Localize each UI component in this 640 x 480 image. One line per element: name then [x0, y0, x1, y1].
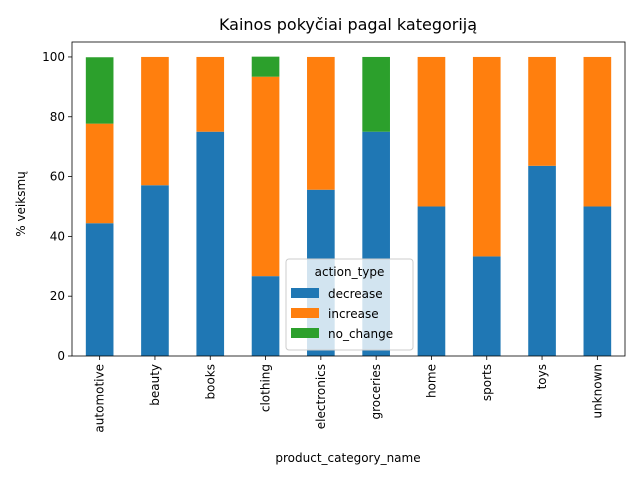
x-tick-label-home: home [424, 364, 438, 398]
bar-decrease-unknown [583, 206, 612, 356]
bar-increase-beauty [141, 56, 169, 186]
bar-increase-sports [472, 56, 501, 257]
y-tick-label-20: 20 [50, 289, 65, 303]
bar-decrease-sports [472, 256, 501, 356]
bar-increase-automotive [85, 123, 114, 224]
legend-label-no_change: no_change [328, 327, 393, 341]
bar-increase-books [196, 56, 225, 132]
bar-decrease-toys [528, 165, 556, 356]
legend-label-decrease: decrease [328, 287, 383, 301]
x-tick-label-unknown: unknown [590, 364, 604, 419]
x-tick-label-beauty: beauty [148, 364, 162, 406]
bar-decrease-clothing [251, 276, 280, 356]
x-tick-label-electronics: electronics [314, 364, 328, 429]
bar-decrease-beauty [141, 185, 169, 356]
bar-increase-clothing [251, 76, 280, 277]
x-tick-label-automotive: automotive [93, 364, 107, 433]
x-tick-label-toys: toys [535, 364, 549, 389]
bar-decrease-books [196, 131, 225, 356]
legend-box [285, 258, 414, 351]
bar-increase-electronics [307, 56, 335, 190]
x-axis-label: product_category_name [275, 451, 420, 465]
x-tick-label-books: books [203, 364, 217, 400]
bar-decrease-automotive [85, 223, 114, 356]
bar-no_change-groceries [362, 56, 390, 132]
y-axis-label: % veiksmų [14, 171, 28, 237]
legend-swatch-decrease [291, 288, 319, 298]
bar-no_change-automotive [85, 57, 114, 124]
y-tick-label-80: 80 [50, 110, 65, 124]
legend-swatch-increase [291, 308, 319, 318]
chart-title: Kainos pokyčiai pagal kategoriją [219, 15, 477, 34]
bar-increase-home [417, 56, 446, 207]
bar-decrease-home [417, 206, 446, 356]
x-tick-label-clothing: clothing [259, 364, 273, 412]
bar-increase-unknown [583, 56, 612, 207]
bar-no_change-clothing [251, 56, 280, 77]
legend-title: action_type [315, 265, 385, 279]
plot-area: automotive beauty books clothing electronics… [42, 41, 626, 433]
bar-increase-toys [528, 56, 556, 166]
y-tick-label-100: 100 [42, 50, 65, 64]
x-tick-label-groceries: groceries [369, 364, 383, 420]
legend-swatch-no_change [291, 328, 319, 338]
y-tick-label-0: 0 [57, 349, 65, 363]
axes-frame [71, 41, 626, 357]
y-tick-label-60: 60 [50, 170, 65, 184]
x-tick-label-sports: sports [480, 364, 494, 401]
y-tick-label-40: 40 [50, 229, 65, 243]
legend-label-increase: increase [328, 307, 379, 321]
